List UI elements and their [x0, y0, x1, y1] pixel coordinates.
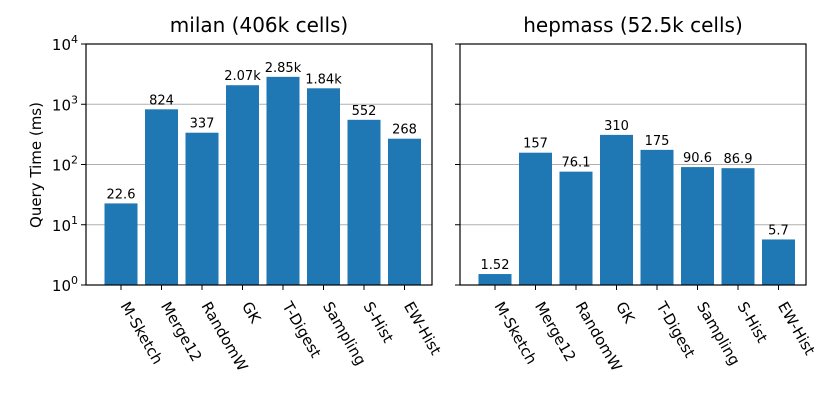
bar [721, 168, 755, 285]
bar [640, 149, 674, 285]
x-tick-label: S-Hist [734, 299, 772, 346]
plot-frame [85, 43, 433, 286]
y-tick-label: 101 [52, 214, 78, 235]
plot-frame [459, 43, 807, 286]
panel-hepmass: hepmass (52.5k cells)1.52M-Sketch157Merg… [455, 13, 819, 374]
y-tick-label: 104 [52, 33, 78, 54]
data-label: 22.6 [107, 187, 136, 202]
y-tick-label: 102 [52, 154, 78, 175]
bar [559, 171, 593, 285]
x-tick-label: T-Digest [652, 298, 699, 361]
data-label: 90.6 [683, 151, 712, 166]
x-tick-label: GK [238, 299, 265, 328]
data-label: 310 [604, 119, 629, 134]
bar [347, 119, 381, 285]
bar [266, 76, 300, 285]
data-label: 2.07k [224, 69, 261, 84]
bar [478, 274, 512, 285]
x-tick-label: EW-Hist [774, 299, 819, 359]
x-tick-label: T-Digest [278, 298, 325, 361]
data-label: 86.9 [724, 152, 753, 167]
data-label: 5.7 [768, 223, 789, 238]
data-label: 1.52 [481, 258, 510, 273]
x-tick-label: EW-Hist [400, 299, 445, 359]
data-label: 76.1 [562, 156, 591, 171]
panel-milan: milan (406k cells)10010110210310422.6M-S… [52, 13, 445, 374]
bar [185, 132, 219, 285]
data-label: 175 [645, 134, 670, 149]
bar [519, 152, 552, 285]
data-label: 268 [392, 123, 417, 138]
data-label: 2.85k [265, 61, 302, 76]
x-tick-label: GK [612, 299, 639, 328]
bar [600, 134, 633, 285]
y-axis-label: Query Time (ms) [27, 102, 45, 228]
bar [388, 138, 421, 285]
data-label: 337 [190, 117, 215, 132]
data-label: 1.84k [305, 72, 342, 87]
bar [681, 167, 714, 285]
data-label: 157 [523, 137, 548, 152]
bar [104, 203, 138, 285]
bar [145, 109, 178, 285]
data-label: 552 [352, 104, 377, 119]
bar [307, 88, 340, 285]
chart-title: milan (406k cells) [170, 13, 348, 37]
data-label: 824 [149, 93, 174, 108]
x-tick-label: S-Hist [360, 299, 398, 346]
y-tick-label: 100 [52, 274, 78, 295]
chart-title: hepmass (52.5k cells) [523, 13, 743, 37]
y-tick-label: 103 [52, 93, 78, 114]
bar [762, 239, 795, 285]
bar [226, 85, 259, 285]
